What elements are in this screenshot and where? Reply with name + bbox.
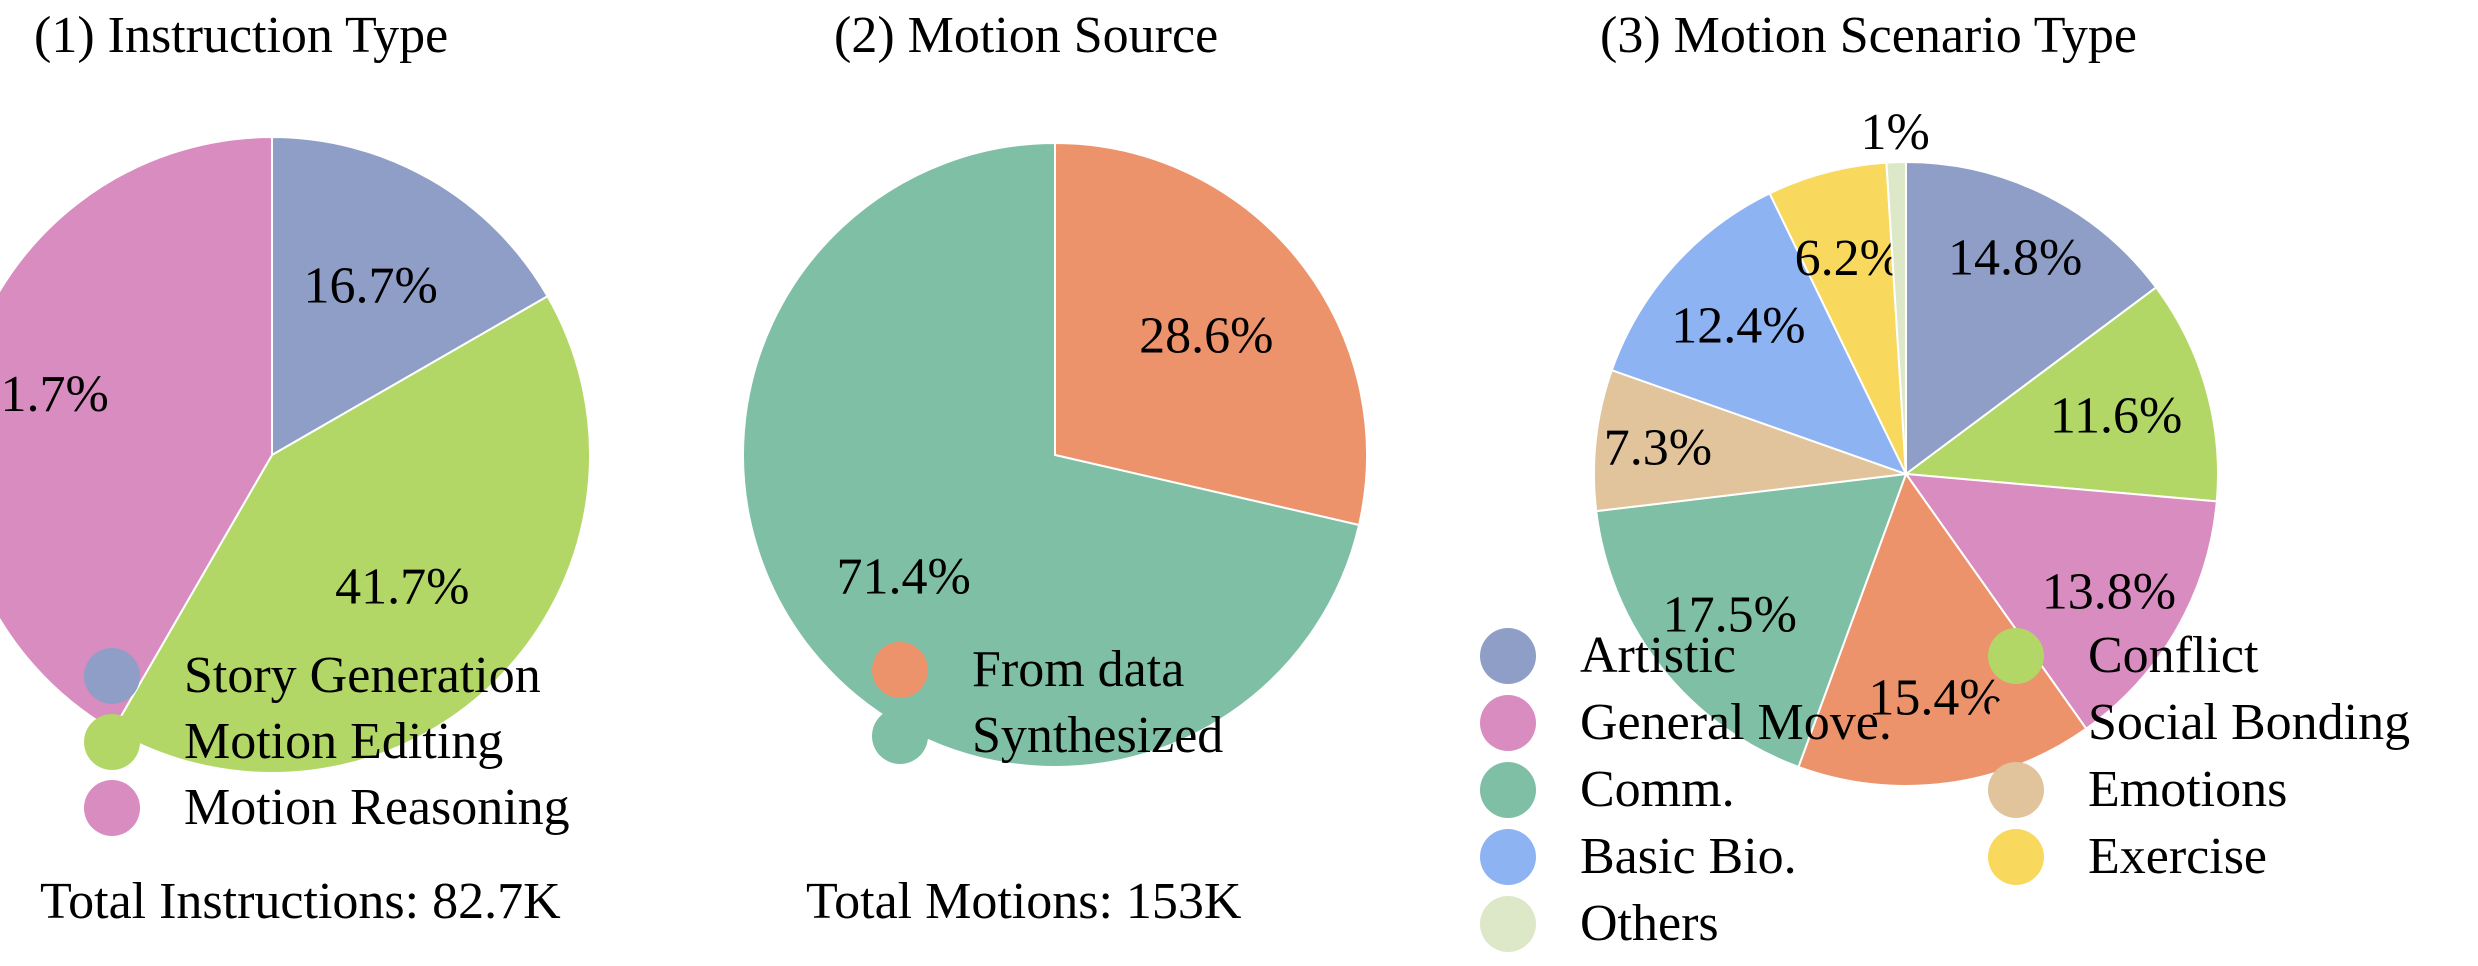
pie-panel-motion-scenario-type: (3) Motion Scenario Type 14.8% 11.6% 13.8%… [1450,0,2478,966]
legend-item: Motion Editing [84,712,503,771]
slice-label: 1% [1861,104,1930,161]
legend-label: Exercise [2088,828,2268,885]
legend-label: Others [1580,895,1719,952]
legend-item: Basic Bio. [1480,827,1797,886]
legend-swatch [1988,694,2044,751]
legend-label: Emotions [2088,761,2288,818]
legend-label: From data [972,641,1185,698]
total-motions-text: Total Motions: 153K [806,873,1242,930]
slice-label: 6.2% [1795,230,1903,287]
pie-panel-motion-source: (2) Motion Source 28.6% 71.4% From data Sy… [742,0,1370,966]
slice-label: 7.3% [1604,420,1712,477]
chart-title: (2) Motion Source [834,7,1219,64]
slice-label: 41.7% [0,366,109,423]
legend-item: Motion Reasoning [84,778,570,837]
legend-item: Emotions [1988,760,2287,819]
pie-slice-from-data [1054,141,1368,527]
pie-slice-motion-editing [111,294,591,774]
legend-item: Exercise [1988,827,2267,886]
slice-label: 16.7% [304,257,438,314]
pie-slice-conflict [1903,286,2219,503]
legend-swatch [872,707,928,764]
legend-swatch [1480,627,1536,684]
legend-item: Others [1480,894,1719,953]
pie-slice-general-move [1903,472,2218,731]
legend-swatch [1988,761,2044,818]
legend-item: From data [872,640,1184,699]
slice-label: 28.6% [1139,308,1273,365]
legend-swatch [1480,828,1536,885]
legend-label: Motion Editing [184,713,504,770]
pie-slice-comm [1595,472,1908,769]
legend-swatch [84,713,140,770]
pie-slice-story-generation [271,135,549,457]
legend-label: Conflict [2088,627,2259,684]
total-instructions-text: Total Instructions: 82.7K [40,873,561,930]
legend-label: Artistic [1580,627,1736,684]
legend-swatch [1480,761,1536,818]
pie-slice-others [1885,160,1907,475]
pie-slice-emotions [1593,368,1907,513]
slice-label: 12.4% [1671,297,1805,354]
legend-swatch [84,779,140,836]
legend-item: Conflict [1988,626,2258,685]
pie-panel-instruction-type: (1) Instruction Type 16.7% 41.7% 41.7% Sto… [0,0,700,966]
legend-item: Story Generation [84,646,541,705]
slice-label: 17.5% [1663,586,1797,643]
pie-slice-synthesized [742,141,1361,768]
legend-item: Comm. [1480,760,1735,819]
legend-label: Comm. [1580,761,1735,818]
legend-label: Synthesized [972,707,1224,764]
pie-slice-motion-reasoning [0,135,273,732]
slice-label: 71.4% [836,548,970,605]
slice-label: 11.6% [2050,387,2182,444]
slice-label: 13.8% [2042,564,2176,621]
legend-label: Motion Reasoning [184,779,570,836]
legend-swatch [1480,694,1536,751]
pie-chart-motion-scenario-type: 14.8% 11.6% 13.8% 15.4% 17.5% 7.3% 12.4% 6.2% 1% [1593,104,2219,787]
legend-label: Story Generation [184,647,541,704]
pie-chart-motion-source: 28.6% 71.4% [742,141,1368,768]
pie-slice-exercise [1768,161,1907,475]
legend-swatch [84,647,140,704]
legend-swatch [1480,895,1536,952]
legend-label: Basic Bio. [1580,828,1797,885]
chart-title: (3) Motion Scenario Type [1600,7,2137,64]
pie-slice-basic-bio [1610,192,1908,476]
legend-item: Social Bonding [1988,693,2410,752]
legend-swatch [872,641,928,698]
legend-swatch [1988,627,2044,684]
slice-label: 14.8% [1948,229,2082,286]
chart-title: (1) Instruction Type [34,7,449,64]
pie-chart-instruction-type: 16.7% 41.7% 41.7% [0,135,591,774]
legend-item: Artistic [1480,626,1736,685]
pie-slice-artistic [1905,160,2158,476]
legend-item: General Move. [1480,693,1892,752]
slice-label: 15.4% [1868,670,2002,727]
legend-swatch [1988,828,2044,885]
legend-item: Synthesized [872,706,1223,765]
slice-label: 41.7% [335,559,469,616]
legend-label: General Move. [1580,694,1892,751]
legend-label: Social Bonding [2088,694,2411,751]
